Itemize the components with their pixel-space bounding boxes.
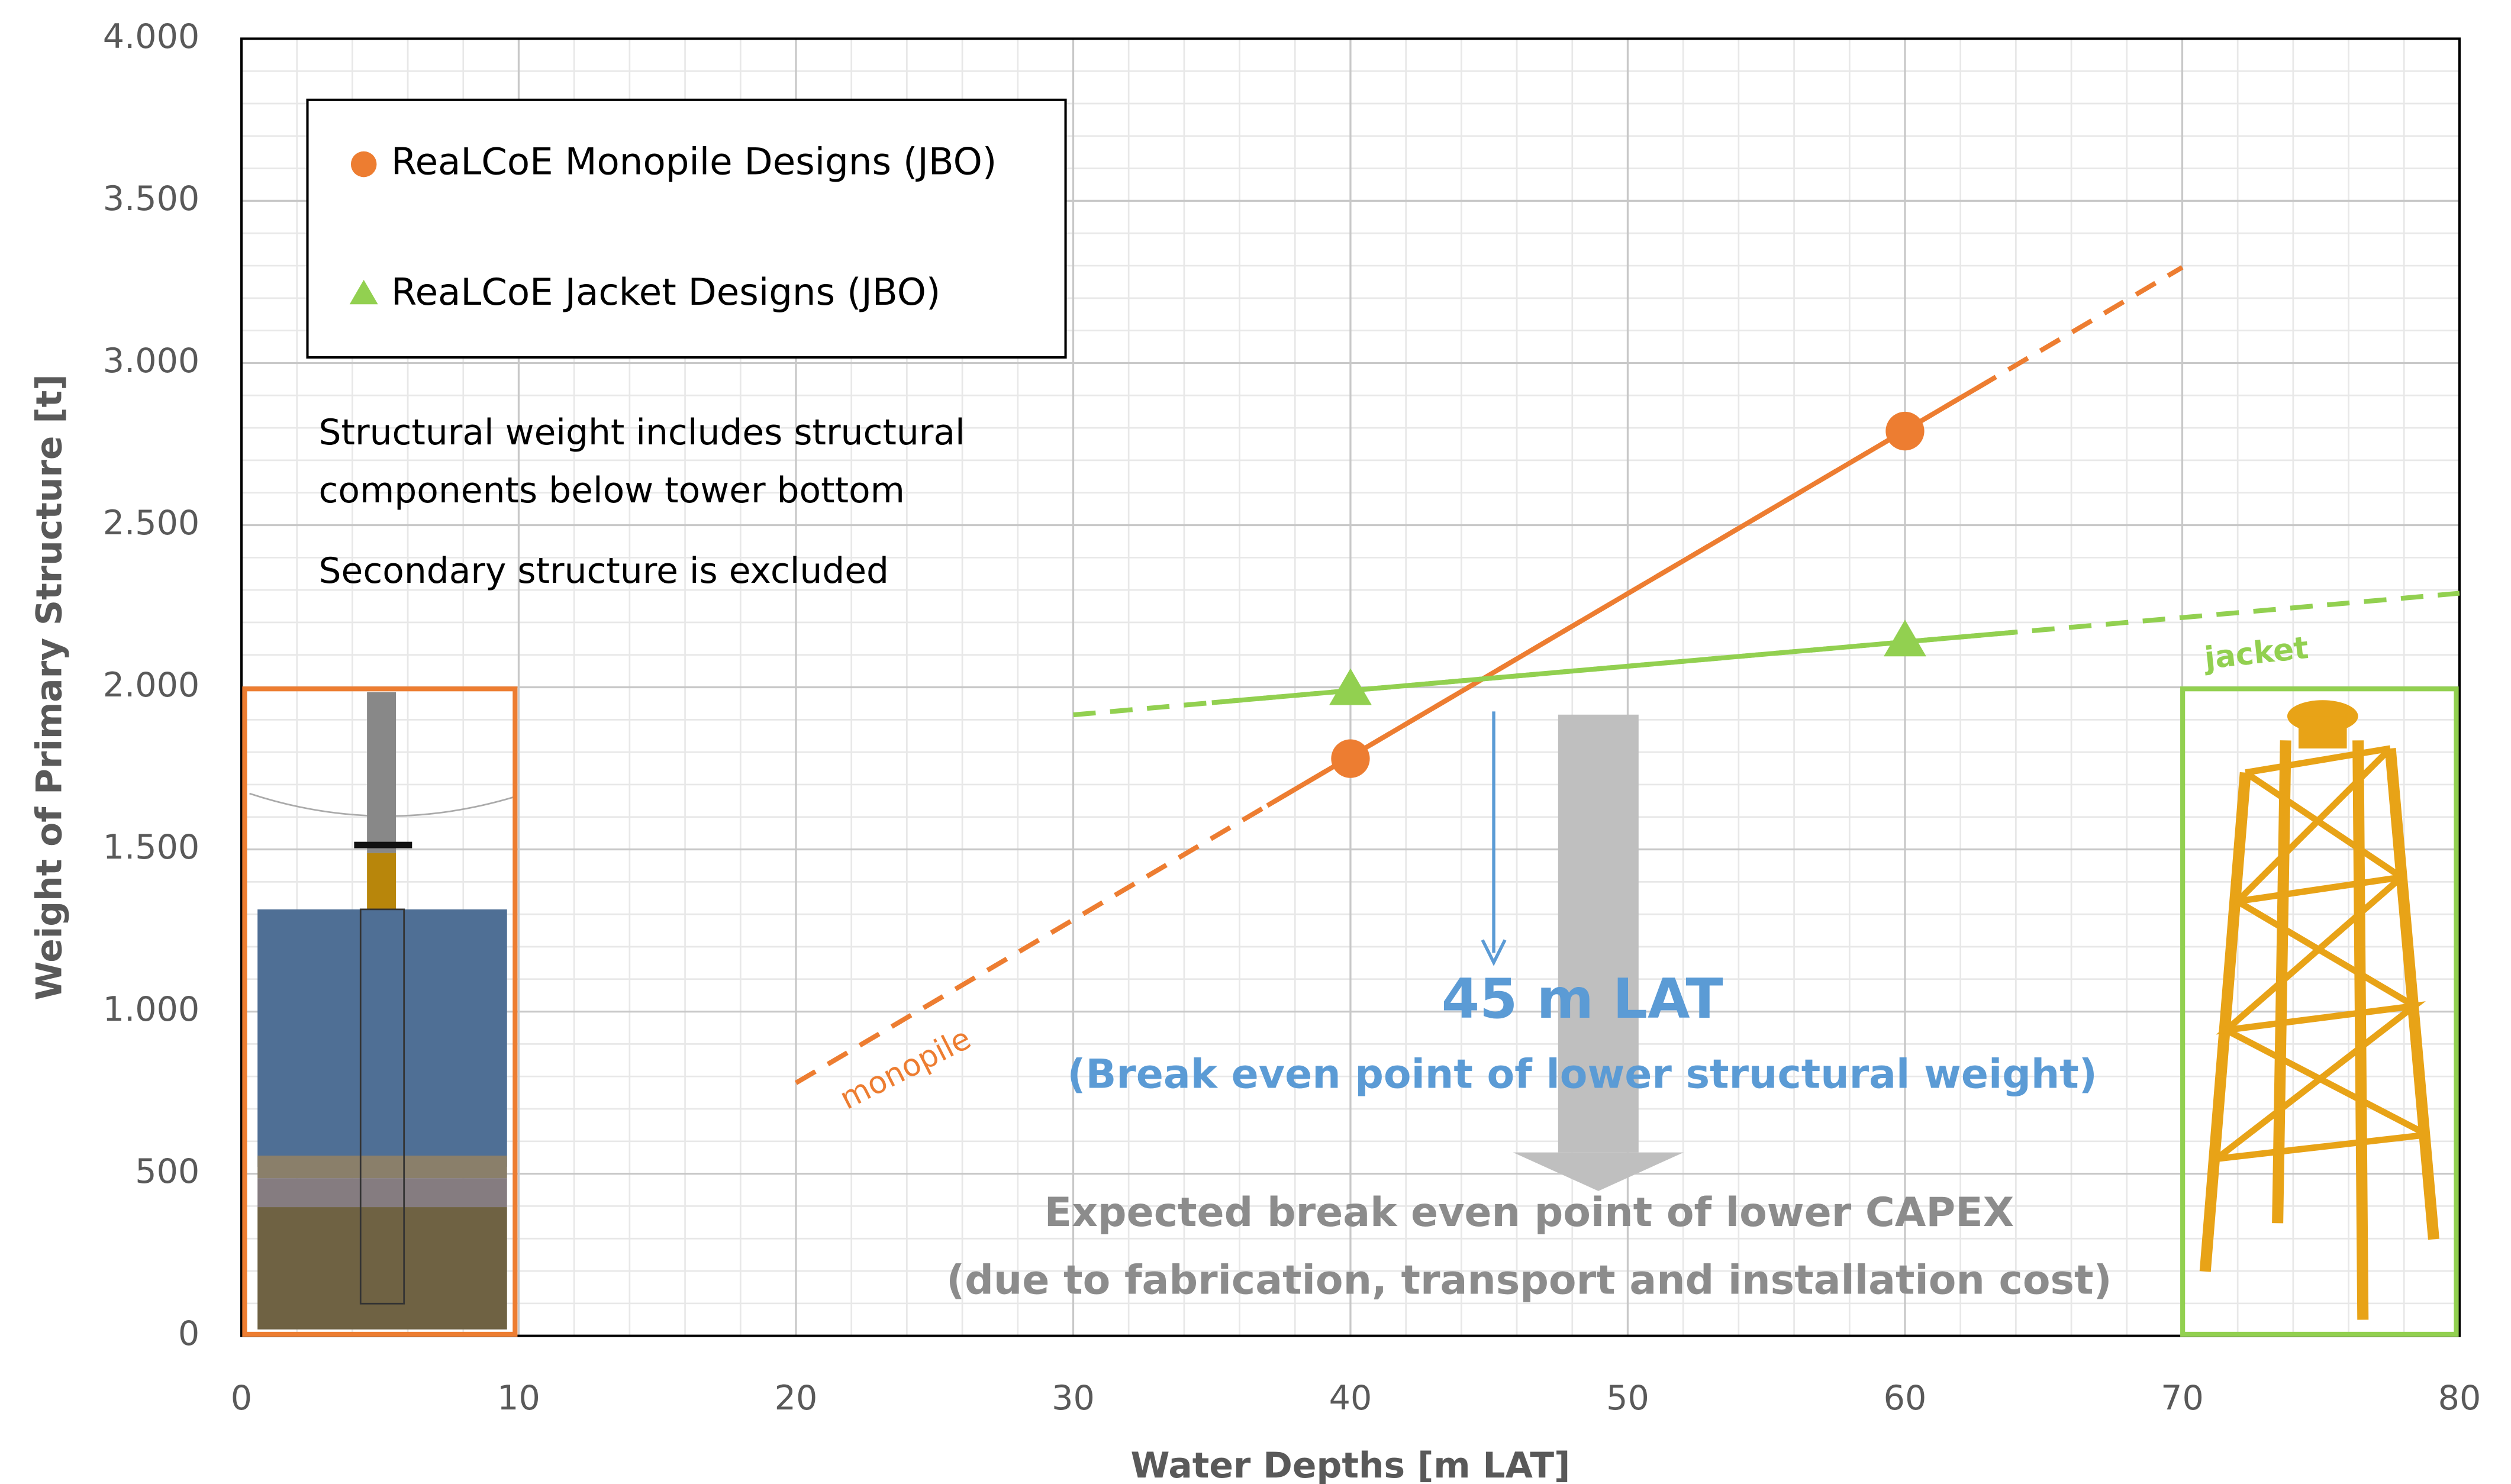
x-tick-label: 10 <box>497 1379 540 1418</box>
point <box>1885 412 1924 450</box>
y-tick-label: 2.000 <box>103 666 200 705</box>
capex-arrow-head <box>1513 1153 1684 1191</box>
note: Structural weight includes structural <box>319 412 965 453</box>
point <box>1331 739 1369 778</box>
page: {"chart_data": { "type": "scatter", "x_l… <box>0 0 2511 1484</box>
break-even-subtitle: (Break even point of lower structural we… <box>1067 1051 2097 1098</box>
trend-label: monopile <box>834 1021 977 1117</box>
x-tick-label: 60 <box>1884 1379 1927 1418</box>
legend-label: ReaLCoE Monopile Designs (JBO) <box>391 140 997 183</box>
y-tick-label: 2.500 <box>103 504 200 543</box>
break-even-title: 45 m LAT <box>1442 967 1723 1031</box>
note: components below tower bottom <box>319 470 905 511</box>
point <box>1884 620 1926 656</box>
legend-marker <box>351 151 377 178</box>
capex-note: Expected break even point of lower CAPEX <box>1045 1189 2014 1236</box>
x-tick-label: 40 <box>1329 1379 1372 1418</box>
x-tick-label: 30 <box>1052 1379 1095 1418</box>
legend <box>307 100 1065 357</box>
y-axis-title: Weight of Primary Structure [t] <box>29 374 70 1000</box>
note: Secondary structure is excluded <box>319 550 889 592</box>
x-tick-label: 80 <box>2438 1379 2481 1418</box>
y-tick-label: 1.500 <box>103 828 200 867</box>
y-tick-label: 3.500 <box>103 179 200 218</box>
x-tick-label: 20 <box>775 1379 818 1418</box>
y-tick-label: 1.000 <box>103 990 200 1029</box>
y-tick-label: 4.000 <box>103 17 200 56</box>
y-tick-label: 3.000 <box>103 341 200 380</box>
y-tick-label: 0 <box>178 1314 199 1353</box>
y-tick-label: 500 <box>135 1152 199 1191</box>
x-tick-label: 0 <box>231 1379 252 1418</box>
legend-label: ReaLCoE Jacket Designs (JBO) <box>391 270 940 314</box>
x-tick-label: 50 <box>1606 1379 1649 1418</box>
chart: ReaLCoE Monopile Designs (JBO) ReaLCoE Ja… <box>0 0 2511 1484</box>
x-axis-title: Water Depths [m LAT] <box>1131 1445 1571 1484</box>
monopile-illustration <box>244 689 515 1334</box>
x-tick-label: 70 <box>2161 1379 2204 1418</box>
capex-note: (due to fabrication, transport and insta… <box>946 1257 2112 1304</box>
